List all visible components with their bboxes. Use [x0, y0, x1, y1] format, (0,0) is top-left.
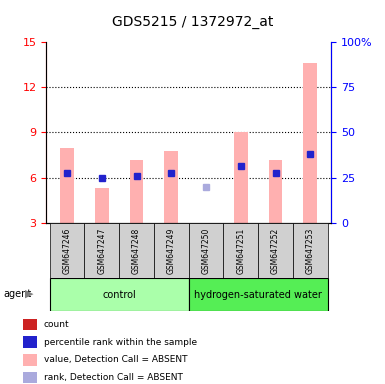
Bar: [130, 160, 144, 223]
Text: agent: agent: [4, 289, 32, 299]
Text: GSM647250: GSM647250: [201, 227, 211, 274]
Bar: [60, 147, 74, 223]
FancyBboxPatch shape: [119, 223, 154, 278]
Bar: [164, 151, 178, 223]
FancyBboxPatch shape: [189, 278, 328, 311]
FancyBboxPatch shape: [223, 223, 258, 278]
Text: GDS5215 / 1372972_at: GDS5215 / 1372972_at: [112, 15, 273, 29]
Text: count: count: [44, 320, 69, 329]
Text: control: control: [102, 290, 136, 300]
FancyBboxPatch shape: [84, 223, 119, 278]
Bar: [23, 336, 37, 348]
Text: GSM647248: GSM647248: [132, 227, 141, 274]
Text: rank, Detection Call = ABSENT: rank, Detection Call = ABSENT: [44, 373, 182, 382]
Text: value, Detection Call = ABSENT: value, Detection Call = ABSENT: [44, 355, 187, 364]
FancyBboxPatch shape: [50, 223, 84, 278]
FancyBboxPatch shape: [189, 223, 223, 278]
Text: hydrogen-saturated water: hydrogen-saturated water: [194, 290, 322, 300]
FancyBboxPatch shape: [154, 223, 189, 278]
Bar: [269, 160, 283, 223]
Text: GSM647251: GSM647251: [236, 227, 245, 274]
Bar: [234, 132, 248, 223]
Text: GSM647253: GSM647253: [306, 227, 315, 274]
Bar: [23, 319, 37, 331]
Text: GSM647252: GSM647252: [271, 227, 280, 274]
Text: GSM647247: GSM647247: [97, 227, 106, 274]
Bar: [23, 372, 37, 383]
Bar: [23, 354, 37, 366]
Bar: [303, 63, 317, 223]
Text: GSM647246: GSM647246: [62, 227, 72, 274]
FancyBboxPatch shape: [50, 278, 189, 311]
FancyBboxPatch shape: [258, 223, 293, 278]
Text: GSM647249: GSM647249: [167, 227, 176, 274]
FancyBboxPatch shape: [293, 223, 328, 278]
Text: percentile rank within the sample: percentile rank within the sample: [44, 338, 197, 347]
Bar: [95, 188, 109, 223]
Text: ▶: ▶: [25, 289, 33, 299]
